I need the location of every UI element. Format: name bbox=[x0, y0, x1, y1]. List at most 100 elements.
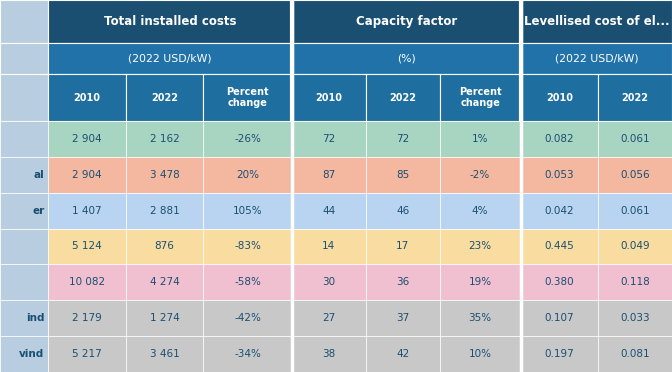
Bar bbox=[598, 336, 672, 372]
Bar bbox=[598, 228, 672, 264]
Text: 4 274: 4 274 bbox=[150, 277, 179, 287]
Text: (2022 USD/kW): (2022 USD/kW) bbox=[128, 54, 212, 64]
Bar bbox=[366, 228, 439, 264]
Text: 2 881: 2 881 bbox=[150, 206, 179, 216]
Text: 27: 27 bbox=[322, 313, 335, 323]
Bar bbox=[126, 336, 204, 372]
Text: 2010: 2010 bbox=[74, 93, 101, 103]
Text: 19%: 19% bbox=[468, 277, 492, 287]
Bar bbox=[598, 121, 672, 157]
Text: Total installed costs: Total installed costs bbox=[104, 15, 237, 28]
Bar bbox=[0, 0, 48, 43]
Bar bbox=[204, 264, 292, 300]
Text: 87: 87 bbox=[322, 170, 335, 180]
Text: 46: 46 bbox=[396, 206, 409, 216]
Text: 0.197: 0.197 bbox=[544, 349, 575, 359]
Bar bbox=[366, 264, 439, 300]
Text: 2 162: 2 162 bbox=[150, 134, 179, 144]
Bar bbox=[366, 300, 439, 336]
Bar bbox=[0, 74, 48, 121]
Bar bbox=[439, 228, 521, 264]
Text: Capacity factor: Capacity factor bbox=[355, 15, 457, 28]
Bar bbox=[439, 300, 521, 336]
Text: 85: 85 bbox=[396, 170, 409, 180]
Bar bbox=[521, 74, 598, 121]
Text: 0.107: 0.107 bbox=[544, 313, 575, 323]
Bar bbox=[292, 264, 366, 300]
Text: 2010: 2010 bbox=[546, 93, 573, 103]
Text: 0.118: 0.118 bbox=[620, 277, 650, 287]
Bar bbox=[439, 336, 521, 372]
Bar bbox=[126, 228, 204, 264]
Text: 23%: 23% bbox=[468, 241, 492, 251]
Bar bbox=[439, 121, 521, 157]
Text: 1 274: 1 274 bbox=[150, 313, 179, 323]
Text: (2022 USD/kW): (2022 USD/kW) bbox=[554, 54, 638, 64]
Bar bbox=[48, 336, 126, 372]
Text: 0.042: 0.042 bbox=[544, 206, 575, 216]
Bar bbox=[48, 264, 126, 300]
Text: 2 904: 2 904 bbox=[73, 134, 102, 144]
Text: 2022: 2022 bbox=[151, 93, 178, 103]
Bar bbox=[292, 157, 366, 193]
Bar bbox=[48, 193, 126, 228]
Bar bbox=[204, 336, 292, 372]
Text: 38: 38 bbox=[322, 349, 335, 359]
Bar bbox=[598, 300, 672, 336]
Text: -58%: -58% bbox=[235, 277, 261, 287]
Bar bbox=[521, 228, 598, 264]
Bar bbox=[439, 74, 521, 121]
Text: (%): (%) bbox=[397, 54, 416, 64]
Bar bbox=[204, 193, 292, 228]
Text: vind: vind bbox=[19, 349, 44, 359]
Text: 72: 72 bbox=[396, 134, 409, 144]
Bar bbox=[521, 336, 598, 372]
Text: 0.056: 0.056 bbox=[620, 170, 650, 180]
Text: 1 407: 1 407 bbox=[73, 206, 102, 216]
Bar bbox=[521, 121, 598, 157]
Bar bbox=[204, 121, 292, 157]
Bar bbox=[48, 121, 126, 157]
Text: 0.033: 0.033 bbox=[620, 313, 650, 323]
Bar bbox=[292, 121, 366, 157]
Text: 2010: 2010 bbox=[315, 93, 342, 103]
Text: 42: 42 bbox=[396, 349, 409, 359]
Text: Levellised cost of el...: Levellised cost of el... bbox=[523, 15, 669, 28]
Bar bbox=[366, 193, 439, 228]
Bar bbox=[439, 157, 521, 193]
Text: 876: 876 bbox=[155, 241, 175, 251]
Bar bbox=[204, 228, 292, 264]
Bar bbox=[292, 43, 521, 74]
Bar bbox=[521, 264, 598, 300]
Text: 105%: 105% bbox=[233, 206, 263, 216]
Bar bbox=[0, 264, 48, 300]
Bar bbox=[598, 264, 672, 300]
Bar bbox=[598, 74, 672, 121]
Bar bbox=[0, 121, 48, 157]
Text: 2022: 2022 bbox=[389, 93, 416, 103]
Text: Percent
change: Percent change bbox=[226, 87, 269, 109]
Bar bbox=[598, 157, 672, 193]
Text: 3 478: 3 478 bbox=[150, 170, 179, 180]
Text: 5 124: 5 124 bbox=[73, 241, 102, 251]
Bar bbox=[292, 74, 366, 121]
Bar bbox=[439, 264, 521, 300]
Bar bbox=[0, 228, 48, 264]
Bar bbox=[292, 0, 521, 43]
Bar bbox=[292, 336, 366, 372]
Text: 2 904: 2 904 bbox=[73, 170, 102, 180]
Text: -2%: -2% bbox=[470, 170, 491, 180]
Text: er: er bbox=[32, 206, 44, 216]
Text: 30: 30 bbox=[323, 277, 335, 287]
Text: 14: 14 bbox=[322, 241, 335, 251]
Bar bbox=[48, 43, 292, 74]
Text: 10%: 10% bbox=[468, 349, 492, 359]
Text: 10 082: 10 082 bbox=[69, 277, 106, 287]
Text: 37: 37 bbox=[396, 313, 409, 323]
Text: 0.445: 0.445 bbox=[544, 241, 575, 251]
Text: 20%: 20% bbox=[236, 170, 259, 180]
Text: 5 217: 5 217 bbox=[73, 349, 102, 359]
Text: 0.380: 0.380 bbox=[544, 277, 575, 287]
Bar bbox=[366, 336, 439, 372]
Text: 0.081: 0.081 bbox=[620, 349, 650, 359]
